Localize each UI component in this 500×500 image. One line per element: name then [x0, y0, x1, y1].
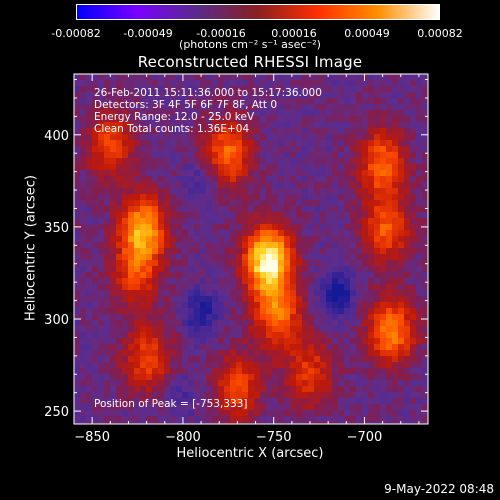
annotation-method: Clean Total counts: 1.36E+04	[94, 123, 250, 135]
x-axis-label: Heliocentric X (arcsec)	[176, 446, 324, 461]
x-tick-label: −700	[347, 430, 383, 445]
colorbar	[76, 4, 440, 20]
x-tick-label: −800	[165, 430, 201, 445]
x-tick-label: −750	[256, 430, 292, 445]
heatmap-image	[74, 74, 428, 424]
colorbar-tick: -0.00016	[196, 27, 246, 40]
colorbar-tick: -0.00082	[51, 27, 101, 40]
y-tick-label: 300	[44, 313, 69, 328]
datestamp: 9-May-2022 08:48	[384, 482, 494, 496]
plot-frame	[73, 73, 429, 425]
colorbar-tick: 0.00016	[271, 27, 317, 40]
annotation-detectors: Detectors: 3F 4F 5F 6F 7F 8F, Att 0	[94, 99, 278, 111]
y-tick-label: 250	[44, 405, 69, 420]
annotation-time: 26-Feb-2011 15:11:36.000 to 15:17:36.000	[94, 87, 322, 99]
colorbar-units: (photons cm⁻² s⁻¹ asec⁻²)	[179, 38, 321, 51]
y-tick-label: 400	[44, 129, 69, 144]
x-tick-label: −850	[74, 430, 110, 445]
annotation-energy: Energy Range: 12.0 - 25.0 keV	[94, 111, 255, 123]
annotation-peak: Position of Peak = [-753,333]	[94, 398, 248, 410]
colorbar-tick: -0.00049	[123, 27, 173, 40]
chart-title: Reconstructed RHESSI Image	[137, 53, 363, 71]
y-tick-label: 350	[44, 221, 69, 236]
colorbar-tick: 0.00082	[417, 27, 463, 40]
colorbar-tick: 0.00049	[344, 27, 390, 40]
y-axis-label: Heliocentric Y (arcsec)	[23, 175, 39, 321]
